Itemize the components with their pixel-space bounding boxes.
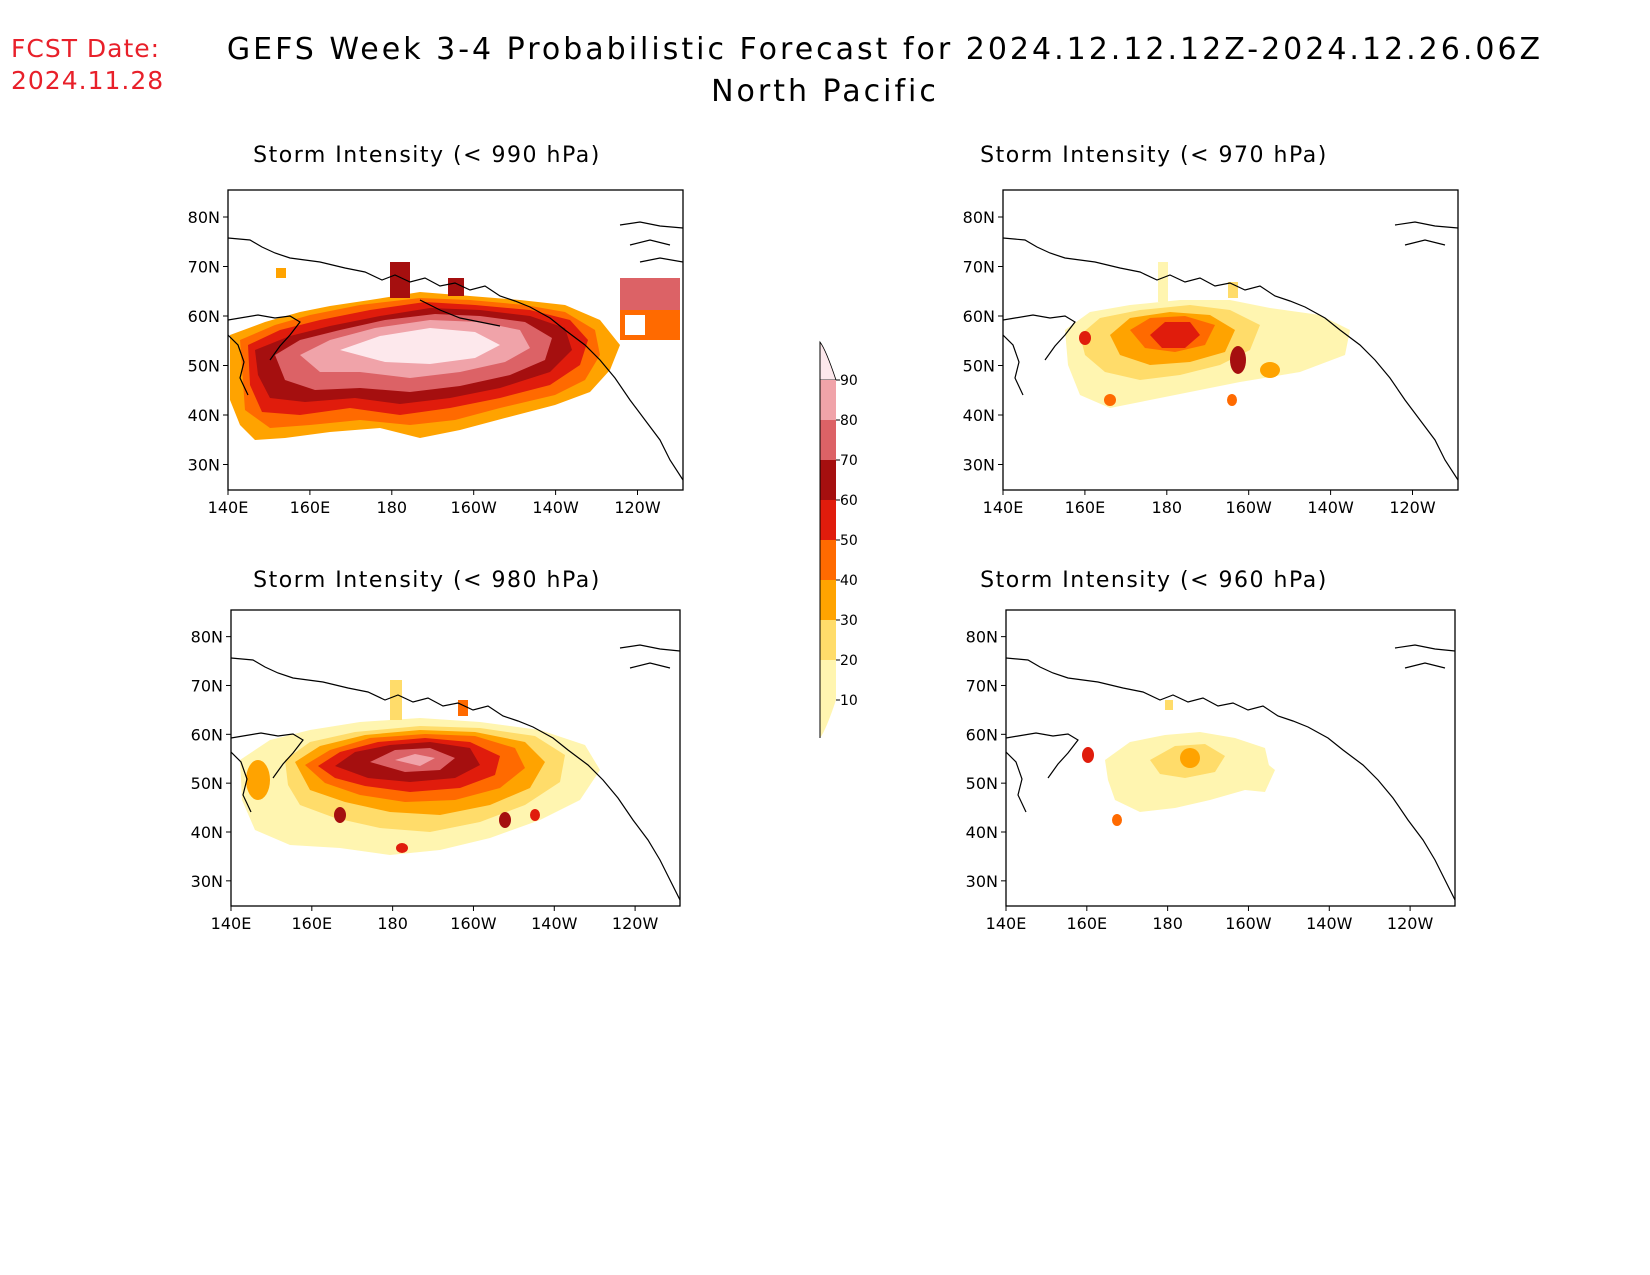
lon-label: 140E	[208, 498, 249, 517]
probability-field-980	[240, 680, 600, 855]
map-frame-960	[1005, 609, 1456, 907]
map-panel-960	[1005, 609, 1456, 907]
lat-label: 70N	[963, 258, 995, 277]
colorbar: 90 80 70 60 50 40 30 20 10	[819, 340, 858, 738]
lat-label: 70N	[191, 676, 223, 695]
lon-label: 140E	[211, 914, 252, 933]
lon-label: 140E	[986, 914, 1027, 933]
lat-label: 60N	[191, 725, 223, 744]
lat-label: 60N	[966, 725, 998, 744]
lon-label: 160E	[290, 498, 331, 517]
main-title: GEFS Week 3-4 Probabilistic Forecast for…	[0, 32, 1650, 67]
lon-label: 180	[1152, 498, 1183, 517]
map-frame-980	[230, 609, 681, 907]
lat-label: 30N	[191, 872, 223, 891]
colorbar-label: 40	[840, 573, 858, 589]
lon-label: 120W	[614, 498, 661, 517]
colorbar-segment	[820, 420, 836, 460]
colorbar-segment	[820, 380, 836, 420]
lon-label: 140W	[532, 498, 579, 517]
lat-label: 50N	[191, 774, 223, 793]
probability-field-970	[1065, 262, 1350, 408]
lat-label: 30N	[966, 872, 998, 891]
lat-label: 50N	[188, 357, 220, 376]
colorbar-label: 50	[840, 533, 858, 549]
lat-label: 40N	[191, 823, 223, 842]
panel-title-970: Storm Intensity (< 970 hPa)	[980, 143, 1328, 168]
lon-label: 160W	[451, 498, 498, 517]
lon-label: 160E	[1066, 914, 1107, 933]
lat-label: 70N	[966, 676, 998, 695]
lat-label: 50N	[966, 774, 998, 793]
lon-label: 160W	[1225, 914, 1272, 933]
lat-label: 30N	[188, 456, 220, 475]
lat-label: 80N	[188, 208, 220, 227]
lon-label: 160E	[291, 914, 332, 933]
fcst-date-value: 2024.11.28	[11, 66, 165, 95]
lat-label: 70N	[188, 258, 220, 277]
coastline-960	[1006, 644, 1455, 901]
lat-label: 60N	[963, 307, 995, 326]
lat-label: 60N	[188, 307, 220, 326]
map-frame-970	[1002, 189, 1459, 491]
map-frame-990	[227, 189, 684, 491]
lon-label: 120W	[1389, 498, 1436, 517]
lon-label: 140E	[983, 498, 1024, 517]
lon-label: 120W	[1387, 914, 1434, 933]
coastline-980	[231, 644, 680, 901]
colorbar-segment	[820, 580, 836, 620]
map-panel-990	[227, 189, 684, 491]
region-title: North Pacific	[711, 74, 939, 109]
colorbar-segment	[820, 620, 836, 660]
lon-label: 120W	[612, 914, 659, 933]
colorbar-segment	[820, 660, 836, 700]
lat-label: 80N	[963, 208, 995, 227]
main-title-text: GEFS Week 3-4 Probabilistic Forecast for…	[226, 32, 1544, 67]
colorbar-segment	[820, 500, 836, 540]
axis-labels: 140E 160E 180 160W 140W 120W 80N 70N 60N 50N 40N 30…	[188, 208, 1436, 933]
panel-title-990: Storm Intensity (< 990 hPa)	[253, 143, 601, 168]
lon-label: 140W	[1306, 914, 1353, 933]
colorbar-label: 90	[840, 373, 858, 389]
lon-label: 140W	[1307, 498, 1354, 517]
map-panel-980	[230, 609, 681, 907]
probability-field-990	[230, 262, 680, 440]
lat-label: 40N	[966, 823, 998, 842]
colorbar-label: 10	[840, 693, 858, 709]
lon-label: 160E	[1065, 498, 1106, 517]
colorbar-bottom-cap	[820, 700, 836, 738]
lon-label: 160W	[450, 914, 497, 933]
coastline-970	[1003, 221, 1458, 481]
map-panel-970	[1002, 189, 1459, 491]
colorbar-label: 70	[840, 453, 858, 469]
colorbar-segment	[820, 460, 836, 500]
lon-label: 180	[377, 498, 408, 517]
lat-label: 30N	[963, 456, 995, 475]
lat-label: 50N	[963, 357, 995, 376]
lon-label: 180	[1152, 914, 1183, 933]
colorbar-label: 80	[840, 413, 858, 429]
lat-label: 40N	[188, 406, 220, 425]
lon-label: 140W	[531, 914, 578, 933]
coastline-990	[228, 221, 683, 481]
lat-label: 40N	[963, 406, 995, 425]
colorbar-top-cap	[819, 340, 837, 381]
probability-field-960	[1082, 700, 1275, 826]
fcst-date-label: FCST Date:	[11, 34, 161, 63]
panel-title-960: Storm Intensity (< 960 hPa)	[980, 568, 1328, 593]
lat-label: 80N	[191, 628, 223, 647]
lat-label: 80N	[966, 628, 998, 647]
panel-title-980: Storm Intensity (< 980 hPa)	[253, 568, 601, 593]
colorbar-segment	[820, 540, 836, 580]
lon-label: 160W	[1226, 498, 1273, 517]
colorbar-label: 60	[840, 493, 858, 509]
colorbar-label: 20	[840, 653, 858, 669]
colorbar-label: 30	[840, 613, 858, 629]
lon-label: 180	[377, 914, 408, 933]
